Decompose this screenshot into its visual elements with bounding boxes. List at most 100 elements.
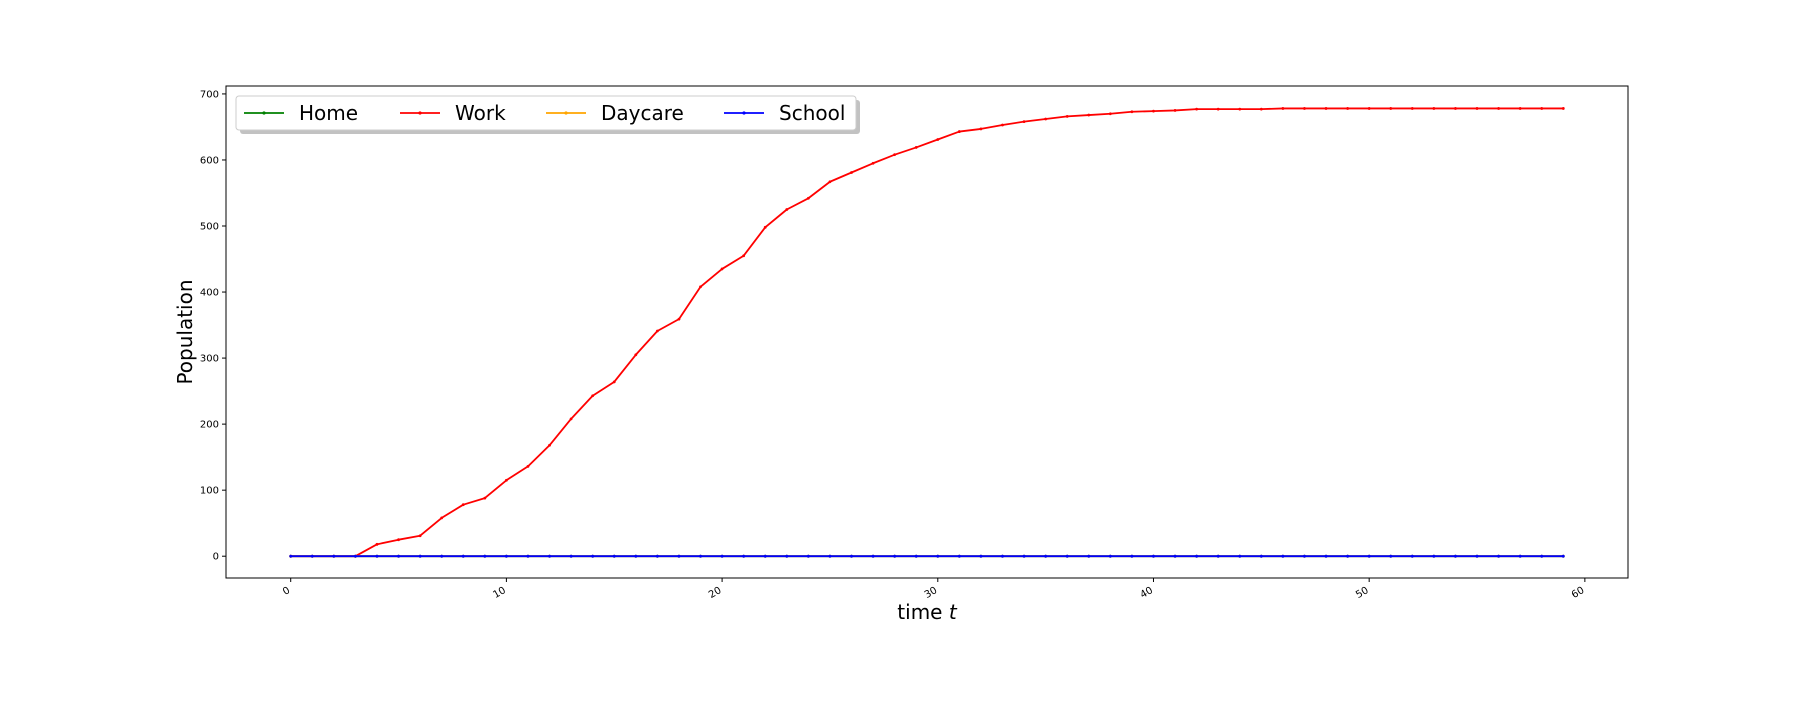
legend-marker-home: [262, 111, 266, 115]
data-point-work: [418, 534, 422, 538]
data-point-school: [1173, 554, 1177, 558]
data-point-work: [634, 353, 638, 357]
data-point-school: [1195, 554, 1199, 558]
data-point-work: [655, 329, 659, 333]
x-axis: 0 10 20 30 40 50 60: [281, 578, 1586, 601]
data-point-school: [483, 554, 487, 558]
data-point-work: [1259, 107, 1263, 111]
y-tick-label: 400: [200, 288, 219, 299]
data-point-school: [1324, 554, 1328, 558]
data-point-school: [936, 554, 940, 558]
data-point-school: [742, 554, 746, 558]
data-point-work: [720, 267, 724, 271]
data-point-work: [1475, 107, 1479, 110]
data-point-work: [828, 180, 832, 184]
data-point-work: [1561, 107, 1565, 110]
data-point-school: [1389, 554, 1393, 558]
data-point-work: [1216, 107, 1220, 111]
x-tick-label: 50: [1354, 585, 1371, 601]
series-line-work: [290, 107, 1564, 558]
data-point-work: [440, 516, 444, 520]
data-point-school: [806, 554, 810, 558]
data-point-school: [591, 554, 595, 558]
data-point-work: [612, 380, 616, 384]
data-point-work: [871, 161, 875, 165]
data-point-work: [1518, 107, 1522, 110]
data-point-work: [677, 317, 681, 321]
legend-label-work: Work: [455, 101, 506, 125]
data-point-school: [1540, 554, 1544, 558]
data-point-work: [591, 394, 595, 398]
data-point-school: [612, 554, 616, 558]
data-point-school: [505, 554, 508, 558]
data-point-work: [850, 171, 853, 174]
data-point-school: [1259, 554, 1263, 558]
data-point-school: [655, 554, 659, 558]
data-point-school: [699, 554, 702, 558]
data-point-work: [1410, 107, 1414, 110]
data-point-work: [763, 225, 767, 229]
legend-label-school: School: [779, 101, 845, 125]
data-point-work: [483, 496, 487, 500]
data-point-school: [440, 554, 444, 558]
y-axis-title: Population: [173, 279, 197, 384]
data-point-school: [1303, 554, 1306, 558]
data-point-work: [548, 443, 551, 447]
data-point-work: [1022, 120, 1026, 124]
data-point-school: [1561, 554, 1565, 558]
data-point-work: [1195, 107, 1199, 111]
data-point-school: [1216, 554, 1220, 558]
data-point-work: [806, 196, 810, 200]
data-point-work: [1281, 107, 1285, 110]
data-point-school: [418, 554, 422, 558]
data-point-school: [1001, 554, 1004, 558]
data-point-work: [397, 538, 400, 542]
data-point-school: [1497, 554, 1500, 558]
data-point-school: [1044, 554, 1048, 558]
data-point-school: [310, 554, 314, 558]
data-point-school: [871, 554, 875, 558]
data-point-school: [461, 554, 465, 558]
data-point-school: [850, 554, 853, 558]
data-point-work: [699, 285, 702, 289]
legend: Home Work Daycare School: [235, 95, 860, 134]
data-point-school: [914, 554, 918, 558]
data-point-school: [332, 554, 336, 558]
data-point-school: [1065, 554, 1069, 558]
x-tick-label: 30: [923, 585, 940, 601]
data-point-work: [1065, 114, 1069, 118]
plot-area: [225, 85, 1629, 579]
data-point-school: [634, 554, 638, 558]
data-point-work: [1173, 109, 1177, 112]
legend-marker-school: [742, 111, 746, 115]
data-point-school: [1152, 554, 1155, 558]
data-point-school: [1281, 554, 1285, 558]
data-point-school: [1130, 554, 1134, 558]
data-point-school: [1108, 554, 1112, 558]
data-point-school: [526, 554, 530, 558]
data-point-work: [1152, 109, 1155, 113]
y-tick-label: 100: [200, 486, 219, 497]
data-point-school: [979, 554, 983, 558]
data-point-school: [397, 554, 400, 558]
data-point-work: [1303, 107, 1306, 110]
data-point-work: [1108, 112, 1112, 116]
x-tick-label: 10: [491, 585, 508, 601]
data-point-work: [1324, 107, 1328, 110]
y-tick-label: 0: [213, 552, 219, 563]
x-tick-label: 0: [281, 585, 292, 598]
data-point-work: [957, 130, 961, 133]
data-point-school: [375, 554, 379, 558]
data-point-work: [785, 208, 789, 211]
data-point-school: [569, 554, 573, 558]
data-point-work: [1432, 107, 1436, 110]
series-layer: [289, 107, 1565, 558]
data-point-school: [1432, 554, 1436, 558]
data-point-school: [354, 554, 357, 558]
x-axis-title-text: time: [897, 600, 942, 624]
legend-label-daycare: Daycare: [601, 101, 684, 125]
y-tick-label: 700: [200, 89, 219, 100]
data-point-work: [461, 503, 465, 507]
data-point-school: [289, 554, 293, 558]
